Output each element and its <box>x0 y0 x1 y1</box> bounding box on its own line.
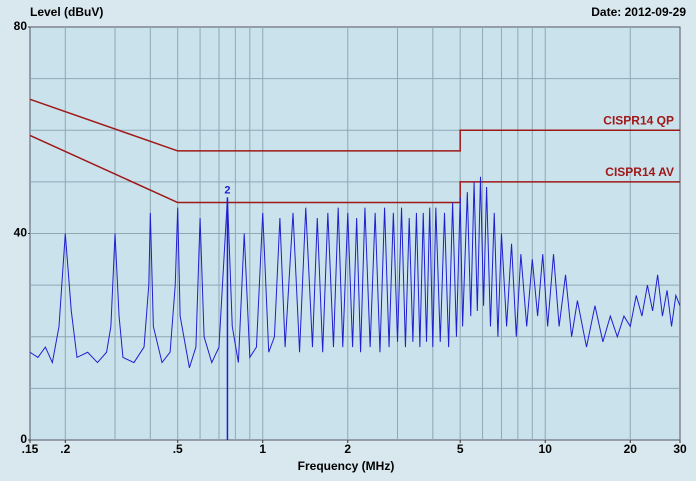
x-tick-label: 2 <box>344 442 351 456</box>
x-axis-title: Frequency (MHz) <box>298 459 395 473</box>
x-tick-label: .5 <box>173 442 183 456</box>
x-tick-label: 5 <box>457 442 464 456</box>
chart-title: Level (dBuV) <box>30 5 103 19</box>
y-tick-label: 40 <box>14 226 28 240</box>
x-tick-label: .2 <box>60 442 70 456</box>
series-label: CISPR14 AV <box>605 165 674 179</box>
series-line <box>29 98 680 152</box>
x-tick-label: .15 <box>22 442 39 456</box>
series-line <box>29 176 681 368</box>
y-tick-label: 80 <box>14 19 28 33</box>
x-tick-label: 30 <box>673 442 687 456</box>
y-tick-label: 0 <box>20 432 27 446</box>
series-label: CISPR14 QP <box>603 113 674 127</box>
chart-date: Date: 2012-09-29 <box>591 5 686 19</box>
x-tick-label: 10 <box>539 442 553 456</box>
x-tick-label: 20 <box>624 442 638 456</box>
x-tick-label: 1 <box>259 442 266 456</box>
marker-label: 2 <box>224 184 230 196</box>
